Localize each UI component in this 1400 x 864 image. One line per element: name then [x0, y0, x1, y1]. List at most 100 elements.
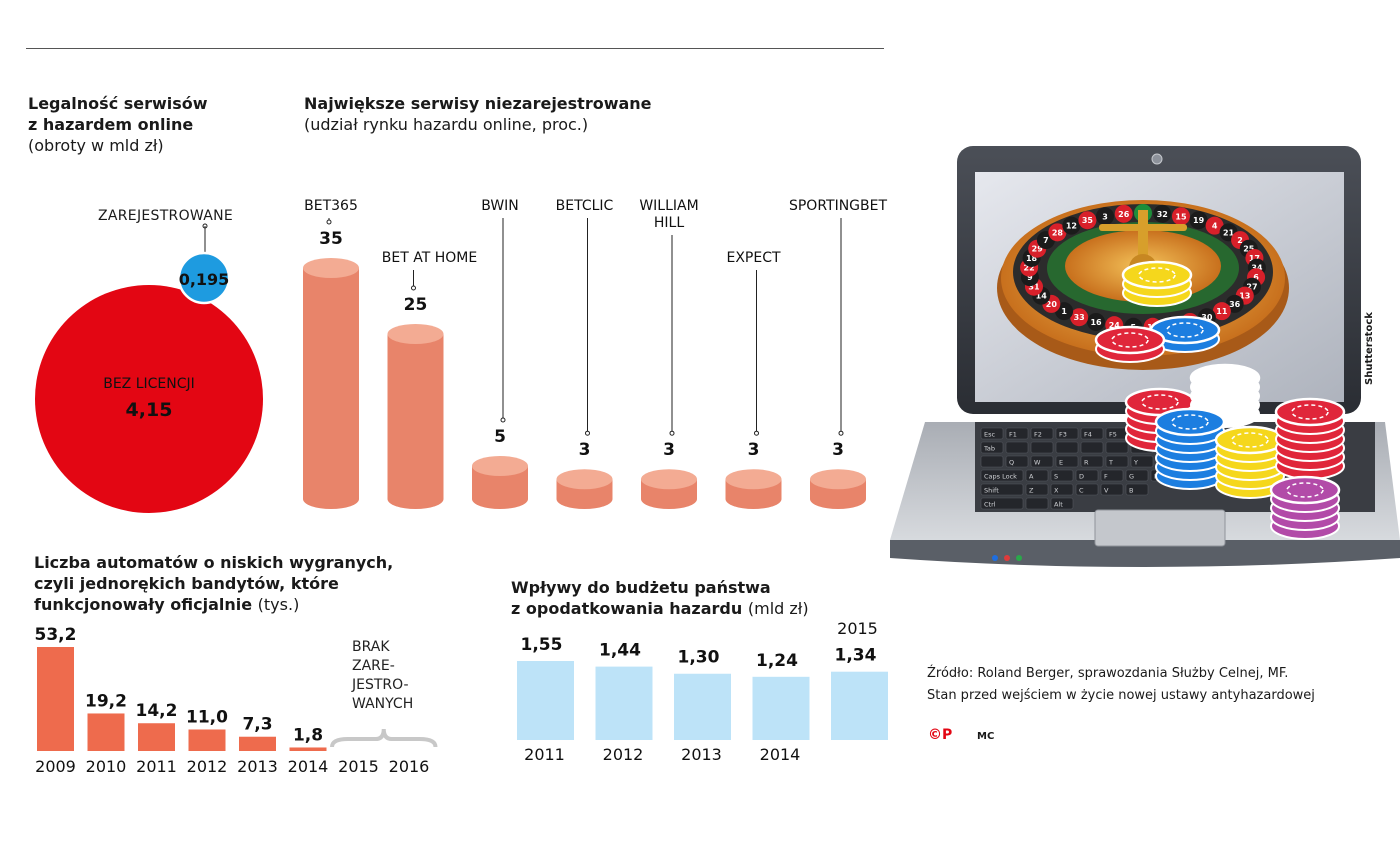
roulette-pocket [1153, 204, 1172, 223]
roulette-pocket [1212, 302, 1231, 321]
roulette-pocket [1087, 312, 1106, 331]
market-share-chart: 35 BET365 25 BET AT HOME 5 BWIN 3 BETCLIC 3 WILLI… [303, 198, 888, 509]
roulette-number: 1 [1061, 307, 1067, 316]
share-leader-dot [838, 430, 844, 436]
keyboard-key [1050, 469, 1074, 482]
leader-dot [202, 223, 208, 229]
share-bar-6: 3 SPORTINGBET [789, 198, 888, 509]
share-category-label: SPORTINGBET [789, 198, 888, 214]
share-category-label: BETCLIC [556, 198, 614, 214]
share-leader-dot [669, 430, 675, 436]
keyboard-key-label: W [1034, 459, 1041, 467]
slots-bar-rect [138, 723, 175, 751]
share-value-label: 3 [579, 440, 591, 460]
casino-chip-top [1214, 425, 1286, 455]
roulette-pocket [1114, 204, 1133, 223]
roulette-number: 33 [1074, 313, 1085, 322]
slots-title-line-1: Liczba automatów o niskich wygranych, [34, 553, 394, 572]
share-leader-dot [411, 285, 416, 291]
keyboard-key [980, 455, 1004, 468]
keyboard-key [1030, 427, 1054, 440]
slice-label-zarejestrowane: ZAREJESTROWANE [98, 208, 234, 224]
share-cylinder-top [472, 456, 528, 476]
keyboard-key [1105, 441, 1129, 454]
slots-year-label: 2013 [237, 757, 278, 776]
keyboard-key [1030, 441, 1054, 454]
slots-year-label: 2015 [338, 757, 379, 776]
roulette-number: 16 [1090, 318, 1102, 327]
slots-annotation-line: ZARE- [352, 658, 395, 674]
share-title: Największe serwisy niezarejestrowane [304, 94, 652, 113]
pie-title-line-2: z hazardem online [28, 115, 194, 134]
budget-value-label: 1,34 [835, 646, 877, 666]
roulette-pocket [1096, 207, 1115, 226]
share-leader-dot [326, 219, 332, 225]
roulette-number: 12 [1066, 222, 1077, 231]
budget-title-line-1: Wpływy do budżetu państwa [511, 578, 771, 597]
pie-slice-zarejestrowane [177, 251, 231, 305]
roulette-number: 3 [1102, 212, 1108, 221]
roulette-number: 2 [1237, 236, 1243, 245]
keyboard-key [1055, 427, 1079, 440]
keyboard-key-label: S [1054, 473, 1058, 481]
keyboard-key [1105, 455, 1129, 468]
pie-subtitle: (obroty w mld zł) [28, 136, 164, 155]
source-line-2: Stan przed wejściem w życie nowej ustawy… [927, 688, 1315, 703]
keyboard-key [1100, 483, 1124, 496]
keyboard-key [1055, 441, 1079, 454]
keyboard-key-label: Ctrl [984, 501, 996, 509]
keyboard-key [1080, 455, 1104, 468]
keyboard-key-label: V [1104, 487, 1109, 495]
keyboard-key-label: F5 [1109, 431, 1117, 439]
keyboard-key [1005, 441, 1029, 454]
slots-annotation-line: WANYCH [352, 696, 413, 712]
share-value-label: 3 [663, 440, 675, 460]
casino-chip-top [1154, 407, 1226, 437]
slice-label-bez-licencji: BEZ LICENCJI [103, 376, 195, 392]
publisher-logo: ©P [928, 727, 953, 743]
keyboard-key-label: Z [1029, 487, 1034, 495]
slots-bar-rect [289, 747, 327, 751]
webcam-icon [1151, 153, 1163, 165]
roulette-number: 31 [1028, 283, 1040, 292]
keyboard-key [980, 483, 1024, 496]
casino-chip-pattern [1166, 322, 1204, 338]
slots-bar-2015: 2015 [338, 757, 379, 776]
roulette-number: 26 [1118, 210, 1130, 219]
share-value-label: 25 [404, 295, 428, 315]
keyboard-key [1075, 469, 1099, 482]
slot-machines-chart: 53,2 2009 19,2 2010 14,2 2011 11,0 2012 7,3 2013 1… [35, 625, 438, 776]
roulette-number: 18 [1026, 254, 1038, 263]
roulette-number: 19 [1193, 216, 1205, 225]
roulette-number: 22 [1024, 264, 1035, 273]
source-line-1: Źródło: Roland Berger, sprawozdania Służ… [927, 666, 1289, 681]
share-category-label: HILL [654, 215, 684, 231]
budget-bar-rect [752, 676, 810, 740]
slots-bar-2010: 19,2 2010 [85, 691, 127, 776]
roulette-number: 28 [1052, 228, 1064, 237]
source-note: Źródło: Roland Berger, sprawozdania Służ… [927, 663, 1315, 707]
top-rule [26, 48, 884, 49]
roulette-number: 9 [1027, 273, 1033, 282]
share-bar-1: 25 BET AT HOME [382, 250, 477, 509]
keyboard-key-label: Esc [984, 431, 995, 439]
laptop-illustration: 0321519421225173462713361130823105241633… [890, 146, 1400, 567]
budget-value-label: 1,44 [599, 641, 641, 661]
keyboard-key-label: B [1129, 487, 1133, 495]
slots-value-label: 7,3 [242, 715, 272, 735]
budget-bar-rect [674, 673, 731, 740]
roulette-number: 24 [1109, 321, 1121, 330]
casino-chip-top [1274, 397, 1346, 427]
keyboard-key-label: F1 [1009, 431, 1017, 439]
keyboard-key-label: E [1059, 459, 1063, 467]
keyboard-key-label: Tab [983, 445, 995, 453]
casino-chip-top [1189, 363, 1261, 393]
led-green [1016, 555, 1022, 561]
share-bar-5: 3 EXPECT [725, 250, 782, 509]
slots-bar-2016: 2016 [389, 757, 430, 776]
budget-year-label: 2011 [524, 745, 565, 764]
keyboard-key [980, 427, 1004, 440]
share-bar-2: 5 BWIN [472, 198, 528, 509]
keyboard-key [1025, 497, 1049, 510]
